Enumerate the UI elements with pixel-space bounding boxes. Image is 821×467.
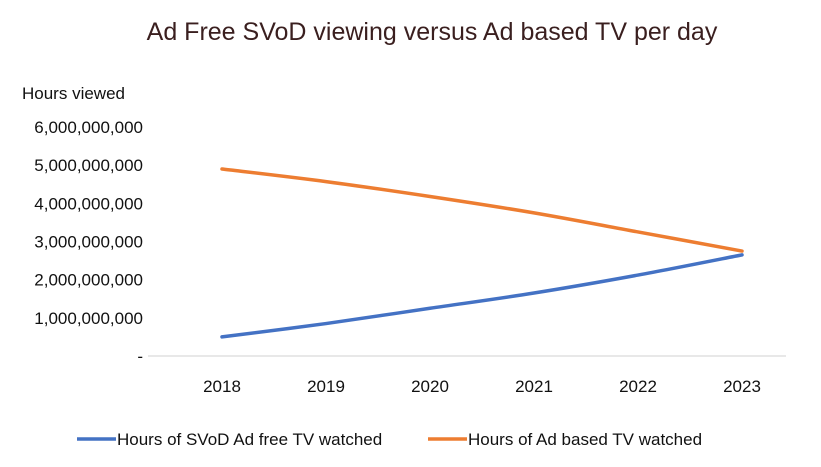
x-tick-label: 2018	[203, 377, 241, 396]
x-tick-label: 2020	[411, 377, 449, 396]
y-tick-label: 2,000,000,000	[34, 271, 143, 290]
series-lines	[220, 167, 744, 339]
chart-title: Ad Free SVoD viewing versus Ad based TV …	[147, 18, 718, 46]
y-tick-label: 4,000,000,000	[34, 194, 143, 213]
x-tick-label: 2023	[723, 377, 761, 396]
legend: Hours of SVoD Ad free TV watched Hours of…	[77, 430, 702, 449]
legend-label-0: Hours of SVoD Ad free TV watched	[117, 430, 382, 449]
legend-label-1: Hours of Ad based TV watched	[468, 430, 702, 449]
x-tick-label: 2021	[515, 377, 553, 396]
series-line-1	[220, 167, 744, 253]
series-line-0	[220, 253, 744, 339]
y-tick-label: 6,000,000,000	[34, 118, 143, 137]
y-tick-label: 5,000,000,000	[34, 156, 143, 175]
y-tick-label: -	[137, 347, 143, 366]
y-axis-ticks: - 1,000,000,000 2,000,000,000 3,000,000,000…	[34, 118, 143, 366]
x-axis-ticks: 2018 2019 2020 2021 2022 2023	[203, 377, 761, 396]
x-tick-label: 2019	[307, 377, 345, 396]
y-axis-label: Hours viewed	[22, 84, 125, 103]
y-tick-label: 1,000,000,000	[34, 309, 143, 328]
x-tick-label: 2022	[619, 377, 657, 396]
y-tick-label: 3,000,000,000	[34, 233, 143, 252]
